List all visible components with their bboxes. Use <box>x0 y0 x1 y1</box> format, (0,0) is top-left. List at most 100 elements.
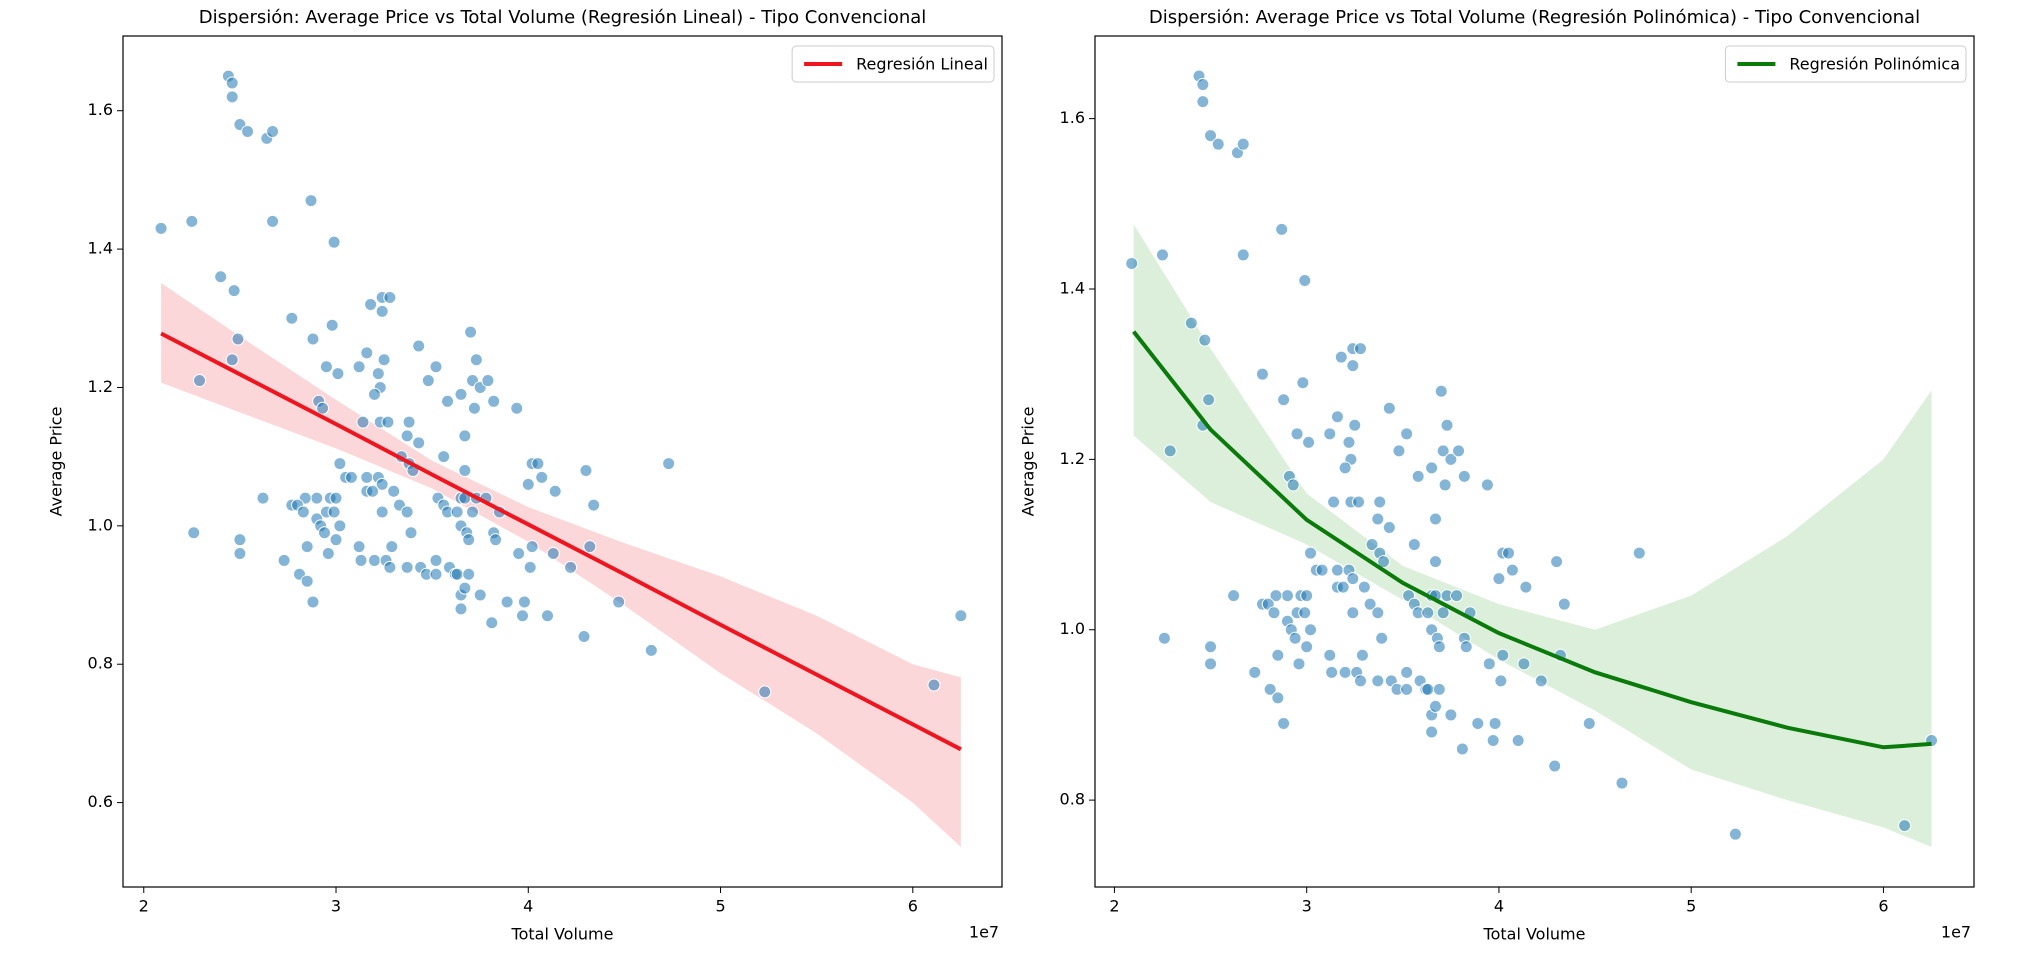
scatter-point <box>516 609 530 623</box>
scatter-point <box>383 291 397 305</box>
regression-line <box>1132 330 1932 750</box>
legend: Regresión Polinómica <box>1724 45 1967 83</box>
scatter-point <box>1300 640 1314 654</box>
scatter-point <box>954 609 968 623</box>
scatter-point <box>1342 435 1356 449</box>
confidence-band <box>1133 224 1932 847</box>
x-axis-label: Total Volume <box>511 925 614 944</box>
scatter-point <box>521 477 535 491</box>
scatter-point <box>583 540 597 554</box>
scatter-point <box>531 457 545 471</box>
x-offset-label: 1e7 <box>969 923 999 942</box>
scatter-point <box>464 325 478 339</box>
scatter-point <box>579 463 593 477</box>
scatter-point <box>256 491 270 505</box>
scatter-point <box>367 553 381 567</box>
scatter-point <box>1248 665 1262 679</box>
scatter-point <box>1288 631 1302 645</box>
scatter-point <box>758 685 772 699</box>
scatter-point <box>1348 418 1362 432</box>
scatter-point <box>1480 478 1494 492</box>
scatter-point <box>385 540 399 554</box>
scatter-point <box>333 519 347 533</box>
scatter-point <box>1505 563 1519 577</box>
scatter-point <box>458 429 472 443</box>
x-tick-label: 3 <box>1302 897 1312 916</box>
scatter-point <box>233 547 247 561</box>
scatter-point <box>500 595 514 609</box>
scatter-point <box>1550 555 1564 569</box>
scatter-point <box>1373 495 1387 509</box>
scatter-point <box>310 491 324 505</box>
scatter-point <box>1494 674 1508 688</box>
scatter-point <box>319 360 333 374</box>
scatter-point <box>546 547 560 561</box>
y-tick-label: 1.2 <box>88 377 113 396</box>
scatter-point <box>375 477 389 491</box>
scatter-point <box>381 415 395 429</box>
scatter-point <box>1125 256 1139 270</box>
scatter-point <box>352 540 366 554</box>
scatter-point <box>1300 589 1314 603</box>
scatter-point <box>1450 589 1464 603</box>
scatter-point <box>383 560 397 574</box>
scatter-point <box>1263 682 1277 696</box>
scatter-point <box>329 533 343 547</box>
scatter-point <box>1496 648 1510 662</box>
scatter-point <box>1519 580 1533 594</box>
scatter-point <box>458 581 472 595</box>
scatter-point <box>1298 273 1312 287</box>
scatter-point <box>266 124 280 138</box>
scatter-point <box>1211 137 1225 151</box>
scatter-point <box>1304 623 1318 637</box>
chart-title: Dispersión: Average Price vs Total Volum… <box>1149 7 1920 28</box>
scatter-point <box>1290 427 1304 441</box>
scatter-point <box>400 560 414 574</box>
scatter-point <box>577 630 591 644</box>
y-tick-label: 0.6 <box>88 792 113 811</box>
x-tick-label: 4 <box>1494 897 1504 916</box>
x-tick-label: 6 <box>908 897 918 916</box>
scatter-point <box>1236 248 1250 262</box>
scatter-point <box>523 560 537 574</box>
scatter-point <box>1425 725 1439 739</box>
scatter-point <box>360 346 374 360</box>
scatter-point <box>366 484 380 498</box>
scatter-point <box>450 505 464 519</box>
scatter-point <box>360 470 374 484</box>
scatter-point <box>1371 674 1385 688</box>
scatter-point <box>300 540 314 554</box>
scatter-point <box>1157 631 1171 645</box>
chart-title: Dispersión: Average Price vs Total Volum… <box>199 7 927 28</box>
scatter-point <box>466 505 480 519</box>
scatter-point <box>1184 316 1198 330</box>
scatter-point <box>327 235 341 249</box>
scatter-point <box>1492 572 1506 586</box>
scatter-point <box>404 526 418 540</box>
scatter-point <box>1400 665 1414 679</box>
x-tick-label: 3 <box>331 897 341 916</box>
y-axis-label: Average Price <box>47 407 66 517</box>
scatter-point <box>450 567 464 581</box>
scatter-point <box>375 505 389 519</box>
scatter-point <box>231 332 245 346</box>
scatter-point <box>517 595 531 609</box>
scatter-point <box>1459 640 1473 654</box>
scatter-point <box>429 567 443 581</box>
scatter-point <box>1336 580 1350 594</box>
scatter-point <box>1444 708 1458 722</box>
y-tick-label: 0.8 <box>88 654 113 673</box>
scatter-point <box>510 401 524 415</box>
scatter-point <box>1286 478 1300 492</box>
scatter-point <box>1371 606 1385 620</box>
scatter-point <box>1204 640 1218 654</box>
scatter-point <box>352 360 366 374</box>
scatter-point <box>1425 461 1439 475</box>
scatter-point <box>1163 444 1177 458</box>
scatter-point <box>1346 606 1360 620</box>
scatter-point <box>1455 742 1469 756</box>
scatter-point <box>473 588 487 602</box>
scatter-point <box>1511 733 1525 747</box>
scatter-point <box>1196 78 1210 92</box>
y-tick-label: 1.6 <box>1060 108 1085 127</box>
